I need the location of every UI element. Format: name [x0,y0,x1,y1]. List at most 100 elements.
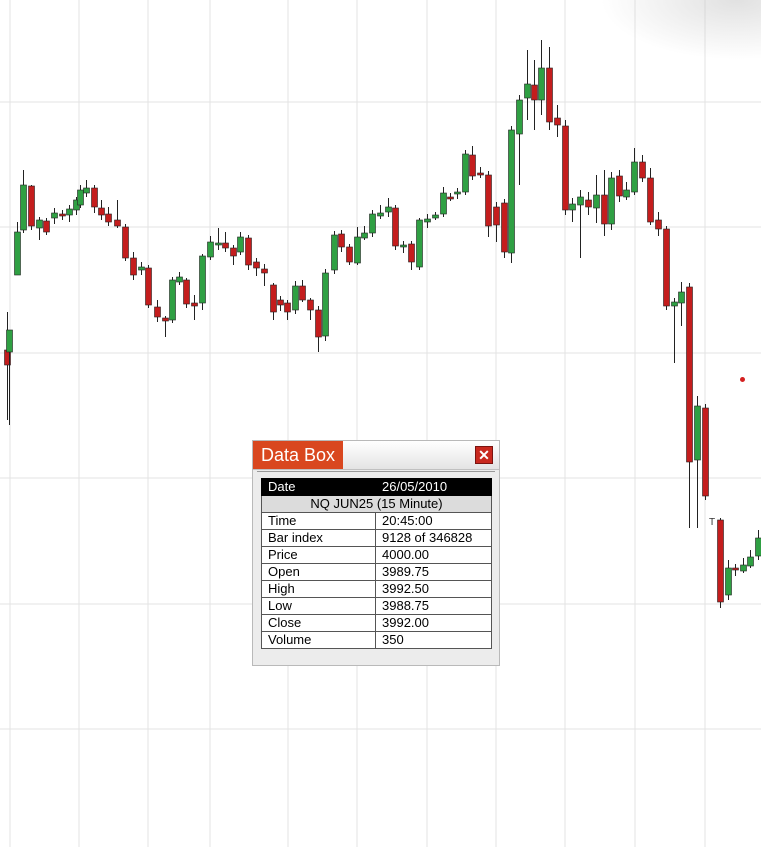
data-box-titlebar[interactable]: Data Box ✕ [253,441,499,470]
candle [469,146,476,180]
candle-body-up [608,177,615,225]
candle-body-down [98,207,105,216]
data-box-table: Date 26/05/2010 NQ JUN25 (15 Minute) Tim… [261,478,492,649]
row-value: 3988.75 [375,597,492,615]
candle-body-down [554,117,561,126]
candle-body-down [59,213,66,217]
candle [331,231,338,274]
candle [145,265,152,308]
candle-body-down [485,174,492,227]
candle [43,218,50,235]
candle [199,254,206,310]
candle-body-up [516,99,523,135]
candle-body-down [501,202,508,253]
candle [105,207,112,226]
candle-body-up [577,196,584,206]
candle-body-down [245,237,252,266]
candle [154,300,161,322]
candle-body-down [162,317,169,322]
candle [20,170,27,233]
candle-body-up [755,537,761,557]
candle-body-up [354,236,361,264]
candle-body-down [91,187,98,208]
candle [215,228,222,250]
candle [577,190,584,258]
candle [222,232,229,252]
candle [138,262,145,275]
candle-body-up [678,291,685,304]
candle [277,296,284,311]
candle-body-down [299,285,306,301]
candle [454,188,461,199]
candle [385,198,392,217]
candle-body-down [408,243,415,263]
row-value: 3992.50 [375,580,492,598]
candle-body-up [524,83,531,99]
candle [623,182,630,200]
candle-body-down [585,199,592,208]
candle [702,404,709,500]
candle-body-down [647,177,654,223]
candle-body-up [538,67,545,101]
candle [639,155,646,182]
candle-body-down [655,219,662,230]
date-label: Date [261,478,376,496]
candle-body-up [623,189,630,198]
candle-body-down [145,267,152,306]
candle [284,300,291,320]
close-icon[interactable]: ✕ [475,446,493,464]
candle-body-down [270,284,277,313]
data-row: High 3992.50 [261,580,492,598]
candle [424,214,431,228]
candle [524,50,531,120]
candle [59,210,66,220]
candle-body-up [400,244,407,248]
candle [569,198,576,222]
candle-body-up [331,234,338,271]
candle-body-down [346,246,353,263]
candle-body-up [671,301,678,307]
candle [694,396,701,528]
candle [122,224,129,261]
candle-body-down [663,228,670,307]
candle-body-down [338,233,345,248]
data-box-window[interactable]: Data Box ✕ Date 26/05/2010 NQ JUN25 (15 … [252,440,500,666]
candle [678,282,685,326]
candle [400,241,407,253]
candle [338,230,345,252]
candle-body-up [83,187,90,194]
candle-body-down [43,220,50,233]
data-row: Time 20:45:00 [261,512,492,530]
data-box-title: Data Box [253,441,344,469]
candle-body-down [717,519,724,603]
candle [717,518,724,608]
candle [207,236,214,260]
candle-body-down [284,302,291,313]
candle [593,175,600,223]
candle [740,558,747,573]
candle-body-down [130,257,137,276]
candle [299,280,306,302]
candle-body-up [747,556,754,567]
candle-body-up [176,276,183,283]
row-label: Price [261,546,376,564]
candle-body-down [531,84,538,101]
candle [732,564,739,576]
candle-body-up [740,564,747,572]
candle-body-up [462,153,469,193]
candle [51,208,58,224]
candle-body-up [631,161,638,193]
candle [322,269,329,341]
candle [647,168,654,225]
candle-body-down [222,242,229,249]
candle [416,218,423,270]
corner-shade [600,0,761,60]
candle [66,205,73,222]
candle-body-down [230,247,237,257]
candle-body-up [51,212,58,219]
candle-body-down [114,219,121,227]
candle [292,281,299,314]
trade-marker-label: T [709,517,716,528]
row-label: Time [261,512,376,530]
